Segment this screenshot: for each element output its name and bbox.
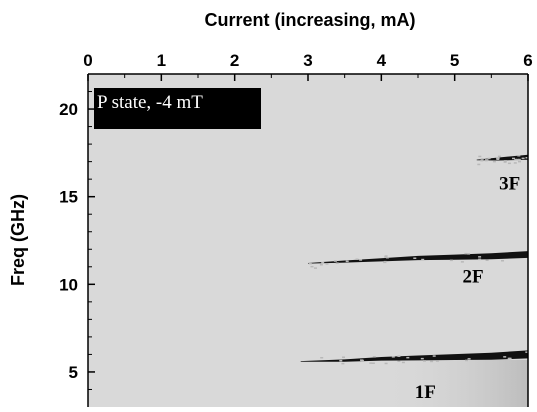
noise-speck (525, 351, 529, 353)
noise-speck (384, 362, 388, 365)
noise-speck (521, 157, 525, 160)
noise-speck (477, 163, 481, 166)
annotation-3F: 3F (499, 174, 520, 195)
noise-speck (321, 261, 325, 264)
noise-speck (478, 256, 482, 258)
x-ticks: 0 1 2 3 4 5 6 (83, 51, 533, 81)
noise-speck (320, 357, 324, 359)
noise-speck (517, 155, 521, 157)
plot-background (88, 74, 528, 407)
x-tick-label: 0 (83, 51, 92, 70)
trace-1F (300, 350, 528, 362)
noise-speck (467, 358, 471, 360)
y-tick-label: 5 (69, 363, 78, 382)
noise-speck (465, 359, 468, 362)
noise-speck (371, 362, 375, 364)
noise-speck (503, 160, 507, 162)
noise-speck (514, 158, 518, 161)
noise-speck (308, 262, 312, 265)
legend-box (94, 88, 261, 129)
noise-speck (385, 257, 389, 259)
noise-speck (501, 260, 504, 262)
noise-speck (503, 356, 507, 358)
noise-speck (525, 157, 529, 159)
noise-speck (314, 267, 317, 269)
noise-speck (325, 263, 329, 265)
noise-speck (339, 359, 343, 362)
noise-speck (319, 264, 323, 266)
noise-marks (308, 155, 529, 365)
noise-speck (401, 361, 405, 364)
noise-speck (512, 157, 515, 160)
noise-speck (345, 260, 349, 263)
noise-speck (478, 258, 482, 261)
noise-speck (487, 157, 491, 160)
y-tick-label: 10 (59, 275, 78, 294)
legend-label: P state, -4 mT (97, 92, 203, 113)
noise-region (380, 360, 528, 407)
noise-speck (517, 158, 521, 161)
noise-speck (360, 359, 363, 361)
noise-speck (449, 259, 453, 262)
noise-speck (430, 360, 434, 363)
noise-speck (480, 159, 484, 162)
noise-speck (355, 258, 359, 260)
noise-speck (383, 260, 387, 263)
noise-speck (391, 356, 395, 358)
peak-labels: 3F 2F 1F (415, 174, 520, 404)
noise-speck (397, 360, 401, 362)
noise-speck (478, 155, 482, 158)
noise-speck (341, 362, 345, 365)
noise-speck (480, 158, 484, 160)
y-axis-title: Freq (GHz) (8, 194, 28, 286)
x-axis-title: Current (increasing, mA) (204, 10, 415, 30)
noise-speck (516, 158, 520, 161)
noise-speck (496, 157, 500, 159)
annotation-2F: 2F (462, 267, 483, 288)
noise-speck (435, 360, 439, 362)
noise-speck (384, 256, 388, 258)
y-ticks: 5 10 15 20 (59, 91, 95, 390)
y-tick-label: 20 (59, 100, 78, 119)
noise-speck (432, 355, 436, 357)
noise-speck (507, 162, 511, 165)
noise-speck (485, 259, 489, 261)
noise-speck (335, 262, 339, 264)
noise-speck (467, 253, 471, 255)
noise-speck (464, 252, 468, 255)
noise-speck (423, 360, 426, 362)
noise-speck (460, 261, 464, 263)
noise-speck (372, 356, 376, 358)
trace-2F (308, 251, 528, 264)
y-tick-label: 15 (59, 188, 78, 207)
annotation-1F: 1F (415, 382, 436, 403)
x-tick-label: 3 (303, 51, 312, 70)
noise-speck (333, 260, 337, 262)
noise-speck (421, 258, 425, 261)
x-tick-label: 2 (230, 51, 239, 70)
noise-speck (342, 356, 345, 358)
noise-speck (397, 355, 401, 357)
noise-speck (508, 357, 512, 360)
noise-speck (406, 356, 410, 359)
noise-speck (420, 357, 424, 360)
noise-speck (413, 257, 417, 259)
noise-speck (369, 362, 373, 364)
noise-speck (485, 159, 489, 161)
noise-speck (310, 265, 314, 268)
noise-speck (513, 162, 517, 164)
noise-speck (503, 161, 507, 163)
noise-speck (497, 155, 501, 158)
noise-speck (496, 158, 500, 160)
x-tick-label: 6 (523, 51, 532, 70)
x-tick-label: 1 (157, 51, 166, 70)
noise-speck (518, 160, 521, 163)
noise-speck (359, 259, 363, 261)
noise-speck (492, 160, 496, 163)
noise-speck (384, 255, 388, 257)
x-tick-label: 4 (377, 51, 387, 70)
x-tick-label: 5 (450, 51, 459, 70)
